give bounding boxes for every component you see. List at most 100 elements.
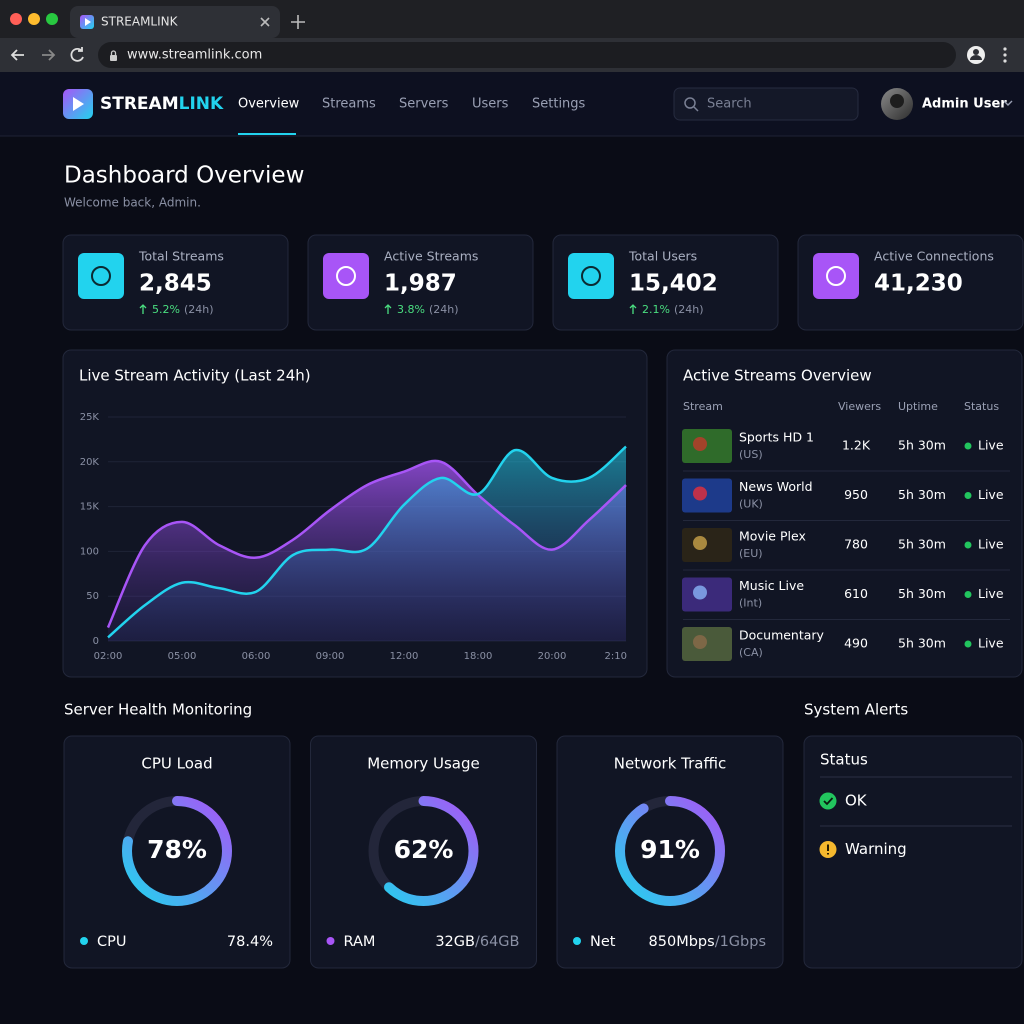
stream-viewers: 950 (844, 487, 868, 502)
stat-change-value: 5.2% (152, 303, 180, 316)
stream-name[interactable]: Music Live (739, 578, 804, 593)
stat-arrow (139, 304, 147, 314)
section-title: Server Health Monitoring (64, 701, 252, 719)
stat-label: Total Streams (138, 249, 224, 264)
legend-dot (80, 937, 88, 945)
stream-status: Live (978, 537, 1004, 552)
gauge-legend: Net (590, 934, 616, 950)
x-tick-label: 12:00 (390, 651, 419, 662)
stat-change-period: (24h) (429, 303, 459, 316)
gauge-detail-value: 78.4% (227, 934, 273, 950)
stat-label: Active Connections (874, 249, 994, 264)
page-subtitle: Welcome back, Admin. (64, 196, 201, 210)
stat-change-period: (24h) (184, 303, 214, 316)
stream-uptime: 5h 30m (898, 487, 946, 502)
stream-thumbnail[interactable] (682, 577, 732, 612)
stream-region: (UK) (739, 498, 763, 511)
alert-item[interactable]: OK (845, 792, 868, 810)
thumbnail-accent (693, 437, 707, 451)
page-title: Dashboard Overview (64, 163, 304, 189)
gauge-detail-value: 32GB (435, 934, 475, 950)
window-button[interactable] (28, 13, 40, 25)
x-tick-label: 20:00 (538, 651, 567, 662)
stream-status: Live (978, 636, 1004, 651)
x-tick-label: 05:00 (168, 651, 197, 662)
stat-change-period: (24h) (674, 303, 704, 316)
forward-button[interactable] (42, 49, 56, 61)
thumbnail-accent (693, 635, 707, 649)
nav-item[interactable]: Servers (399, 97, 449, 112)
user-chevron[interactable] (1003, 100, 1013, 106)
stream-status: Live (978, 586, 1004, 601)
nav-item[interactable]: Overview (238, 97, 300, 112)
stream-uptime: 5h 30m (898, 537, 946, 552)
alert-item[interactable]: Warning (845, 840, 907, 858)
x-tick-label: 06:00 (242, 651, 271, 662)
stat-arrow (629, 304, 637, 314)
search-box[interactable] (673, 87, 859, 121)
y-tick-label: 100 (80, 546, 99, 557)
stream-thumbnail[interactable] (682, 528, 732, 562)
window-button[interactable] (10, 13, 22, 25)
gauge-card (63, 735, 291, 969)
chart-title: Live Stream Activity (Last 24h) (79, 367, 311, 385)
series-line (107, 445, 627, 639)
gauge-title: Memory Usage (367, 755, 480, 773)
brand-second: LINK (179, 94, 224, 114)
nav-item[interactable]: Streams (322, 97, 376, 112)
y-tick-label: 0 (93, 636, 99, 647)
profile-body (970, 55, 982, 60)
x-tick-label: 2:10 (605, 651, 627, 662)
url[interactable]: www.streamlink.com (127, 48, 262, 63)
stream-name[interactable]: Documentary (739, 628, 825, 643)
logo-play (73, 97, 84, 111)
gauge-arc (615, 796, 725, 906)
stream-region: (US) (739, 448, 763, 461)
y-tick-label: 20K (80, 457, 100, 468)
column-header: Viewers (838, 400, 881, 413)
ok-icon (819, 792, 837, 810)
stat-change-value: 3.8% (397, 303, 425, 316)
legend-dot (573, 937, 581, 945)
favicon-play (85, 18, 91, 26)
stream-status: Live (978, 438, 1004, 453)
avatar-face (890, 94, 904, 108)
stream-thumbnail[interactable] (682, 429, 732, 463)
brand[interactable]: STREAMLINK (100, 94, 224, 114)
gauge-detail: 32GB/64GB (435, 934, 519, 950)
stream-name[interactable]: Movie Plex (739, 529, 806, 544)
stream-thumbnail[interactable] (682, 627, 732, 661)
stream-viewers: 1.2K (842, 438, 871, 453)
stat-icon-glyph (826, 266, 846, 286)
search-placeholder: Search (707, 97, 752, 112)
address-bar[interactable] (98, 42, 956, 68)
nav-item[interactable]: Settings (532, 97, 586, 112)
gauge-detail: 850Mbps/1Gbps (649, 934, 766, 950)
status-dot (964, 640, 972, 648)
stat-value: 1,987 (384, 271, 457, 297)
stream-thumbnail[interactable] (682, 478, 732, 513)
gauge-detail: 78.4% (227, 934, 273, 950)
reload-button[interactable] (70, 47, 84, 62)
stat-label: Total Users (628, 249, 697, 264)
tab-close[interactable] (260, 17, 270, 27)
thumbnail-accent (693, 585, 707, 600)
stream-uptime: 5h 30m (898, 438, 946, 453)
nav-active-indicator (238, 133, 296, 135)
user-name[interactable]: Admin User (922, 97, 1007, 112)
nav-item[interactable]: Users (472, 97, 509, 112)
new-tab[interactable] (291, 15, 305, 29)
profile-head (973, 49, 979, 55)
browser-tab[interactable] (70, 6, 280, 38)
back-button[interactable] (10, 49, 24, 61)
x-tick-label: 09:00 (316, 651, 345, 662)
gauge-detail-total: /64GB (475, 934, 520, 950)
stream-name[interactable]: Sports HD 1 (739, 430, 814, 445)
stream-name[interactable]: News World (739, 479, 813, 494)
window-button[interactable] (46, 13, 58, 25)
x-tick-label: 18:00 (464, 651, 493, 662)
gauge-card (556, 735, 784, 969)
stat-icon (78, 253, 124, 299)
status-dot (964, 591, 972, 598)
